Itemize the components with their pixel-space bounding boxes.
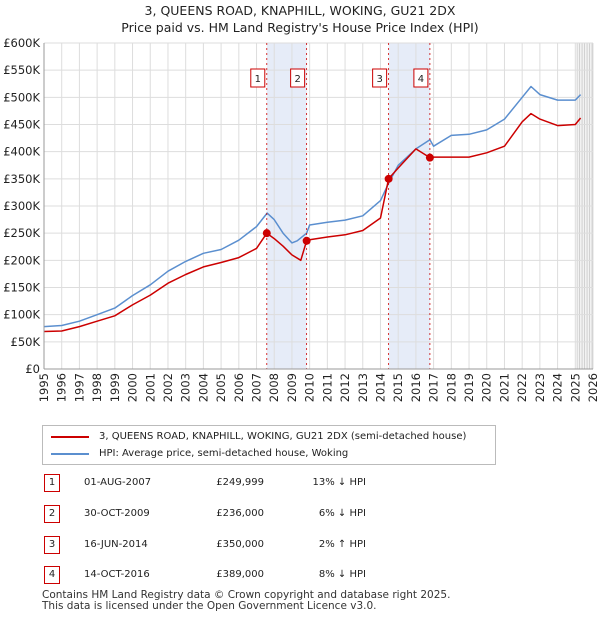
chart-title-line2: Price paid vs. HM Land Registry's House … [121, 20, 479, 35]
sale-marker-box [372, 68, 388, 88]
x-tick-label: 2001 [143, 373, 157, 402]
sale-point [425, 153, 434, 162]
footer-attribution: Contains HM Land Registry data © Crown c… [42, 590, 450, 612]
y-tick-label: £50K [11, 335, 41, 349]
x-tick-label: 2000 [126, 373, 140, 402]
y-tick-label: £250K [3, 226, 40, 240]
sale-price: £236,000 [216, 508, 264, 519]
x-tick-label: 2006 [232, 373, 246, 402]
sale-number-badge: 2 [44, 505, 60, 523]
x-tick-label: 2014 [373, 373, 387, 402]
sale-number-badge: 1 [44, 474, 60, 492]
y-tick-label: £200K [3, 253, 40, 267]
sale-date: 01-AUG-2007 [84, 477, 152, 488]
chart-title: 3, QUEENS ROAD, KNAPHILL, WOKING, GU21 2… [0, 2, 600, 36]
y-tick-label: £600K [3, 36, 40, 50]
y-tick-label: £400K [3, 145, 40, 159]
sale-marker-label: 2 [294, 74, 300, 85]
hpi-line [43, 85, 582, 328]
x-tick-label: 2017 [427, 373, 441, 402]
x-tick-label: 2020 [480, 373, 494, 402]
sale-date: 30-OCT-2009 [84, 508, 150, 519]
footer-line1: Contains HM Land Registry data © Crown c… [42, 589, 451, 601]
x-tick-label: 1999 [108, 373, 122, 402]
x-tick-label: 2013 [356, 373, 370, 402]
legend-label-hpi: HPI: Average price, semi-detached house,… [99, 448, 349, 459]
sale-marker-box [413, 68, 429, 88]
sale-marker-box [250, 68, 266, 88]
sale-price: £389,000 [216, 569, 264, 580]
sale-price: £249,999 [216, 477, 264, 488]
legend-swatch-hpi [51, 453, 89, 455]
x-tick-label: 2008 [267, 373, 281, 402]
x-tick-label: 1995 [37, 373, 51, 402]
sale-marker-label: 4 [418, 74, 424, 85]
footer-line2: This data is licensed under the Open Gov… [42, 600, 377, 612]
y-tick-label: £500K [3, 90, 40, 104]
x-tick-label: 2005 [214, 373, 228, 402]
legend-label-property: 3, QUEENS ROAD, KNAPHILL, WOKING, GU21 2… [99, 431, 467, 442]
sale-number-badge: 3 [44, 536, 60, 554]
sale-price: £350,000 [216, 539, 264, 550]
x-tick-label: 1996 [55, 373, 69, 402]
x-tick-label: 2012 [338, 373, 352, 402]
legend-swatch-property [51, 436, 89, 438]
sale-date: 16-JUN-2014 [84, 539, 148, 550]
x-tick-label: 2025 [568, 373, 582, 402]
y-tick-label: £450K [3, 118, 40, 132]
x-tick-label: 2026 [586, 373, 600, 402]
x-tick-label: 2011 [320, 373, 334, 402]
x-tick-label: 1998 [90, 373, 104, 402]
x-tick-label: 2023 [533, 373, 547, 402]
x-tick-label: 2015 [391, 373, 405, 402]
x-tick-label: 2021 [497, 373, 511, 402]
sale-point [384, 174, 393, 183]
x-tick-label: 2003 [179, 373, 193, 402]
chart-area: 1 2 3 4 £0 £50K £100K £150K £200K £250K £300K £350… [3, 36, 600, 402]
x-tick-label: 2009 [285, 373, 299, 402]
sale-marker-box [290, 68, 306, 88]
x-tick-label: 2022 [515, 373, 529, 402]
sale-point [302, 236, 311, 245]
x-tick-label: 2019 [462, 373, 476, 402]
x-tick-label: 1997 [72, 373, 86, 402]
y-tick-label: £550K [3, 63, 40, 77]
x-tick-label: 2010 [303, 373, 317, 402]
x-tick-label: 2002 [161, 373, 175, 402]
y-tick-label: £300K [3, 199, 40, 213]
chart-title-line1: 3, QUEENS ROAD, KNAPHILL, WOKING, GU21 2… [144, 3, 456, 18]
property-price-line [43, 112, 582, 333]
sale-hpi-change: 6% ↓ HPI [318, 508, 366, 519]
legend: 3, QUEENS ROAD, KNAPHILL, WOKING, GU21 2… [42, 425, 496, 465]
y-tick-label: £350K [3, 172, 40, 186]
sale-marker-label: 1 [255, 74, 261, 85]
y-tick-label: £0 [25, 362, 40, 376]
x-tick-label: 2004 [196, 373, 210, 402]
x-tick-label: 2024 [551, 373, 565, 402]
sale-hpi-change: 2% ↑ HPI [318, 539, 366, 550]
sale-point [262, 229, 271, 238]
sale-marker-label: 3 [376, 74, 382, 85]
sale-date: 14-OCT-2016 [84, 569, 150, 580]
sale-hpi-change: 13% ↓ HPI [312, 477, 366, 488]
y-tick-label: £150K [3, 281, 40, 295]
x-tick-label: 2016 [409, 373, 423, 402]
sale-number-badge: 4 [44, 566, 60, 584]
sale-hpi-change: 8% ↓ HPI [318, 569, 366, 580]
x-tick-label: 2018 [444, 373, 458, 402]
x-tick-label: 2007 [250, 373, 264, 402]
y-tick-label: £100K [3, 308, 40, 322]
